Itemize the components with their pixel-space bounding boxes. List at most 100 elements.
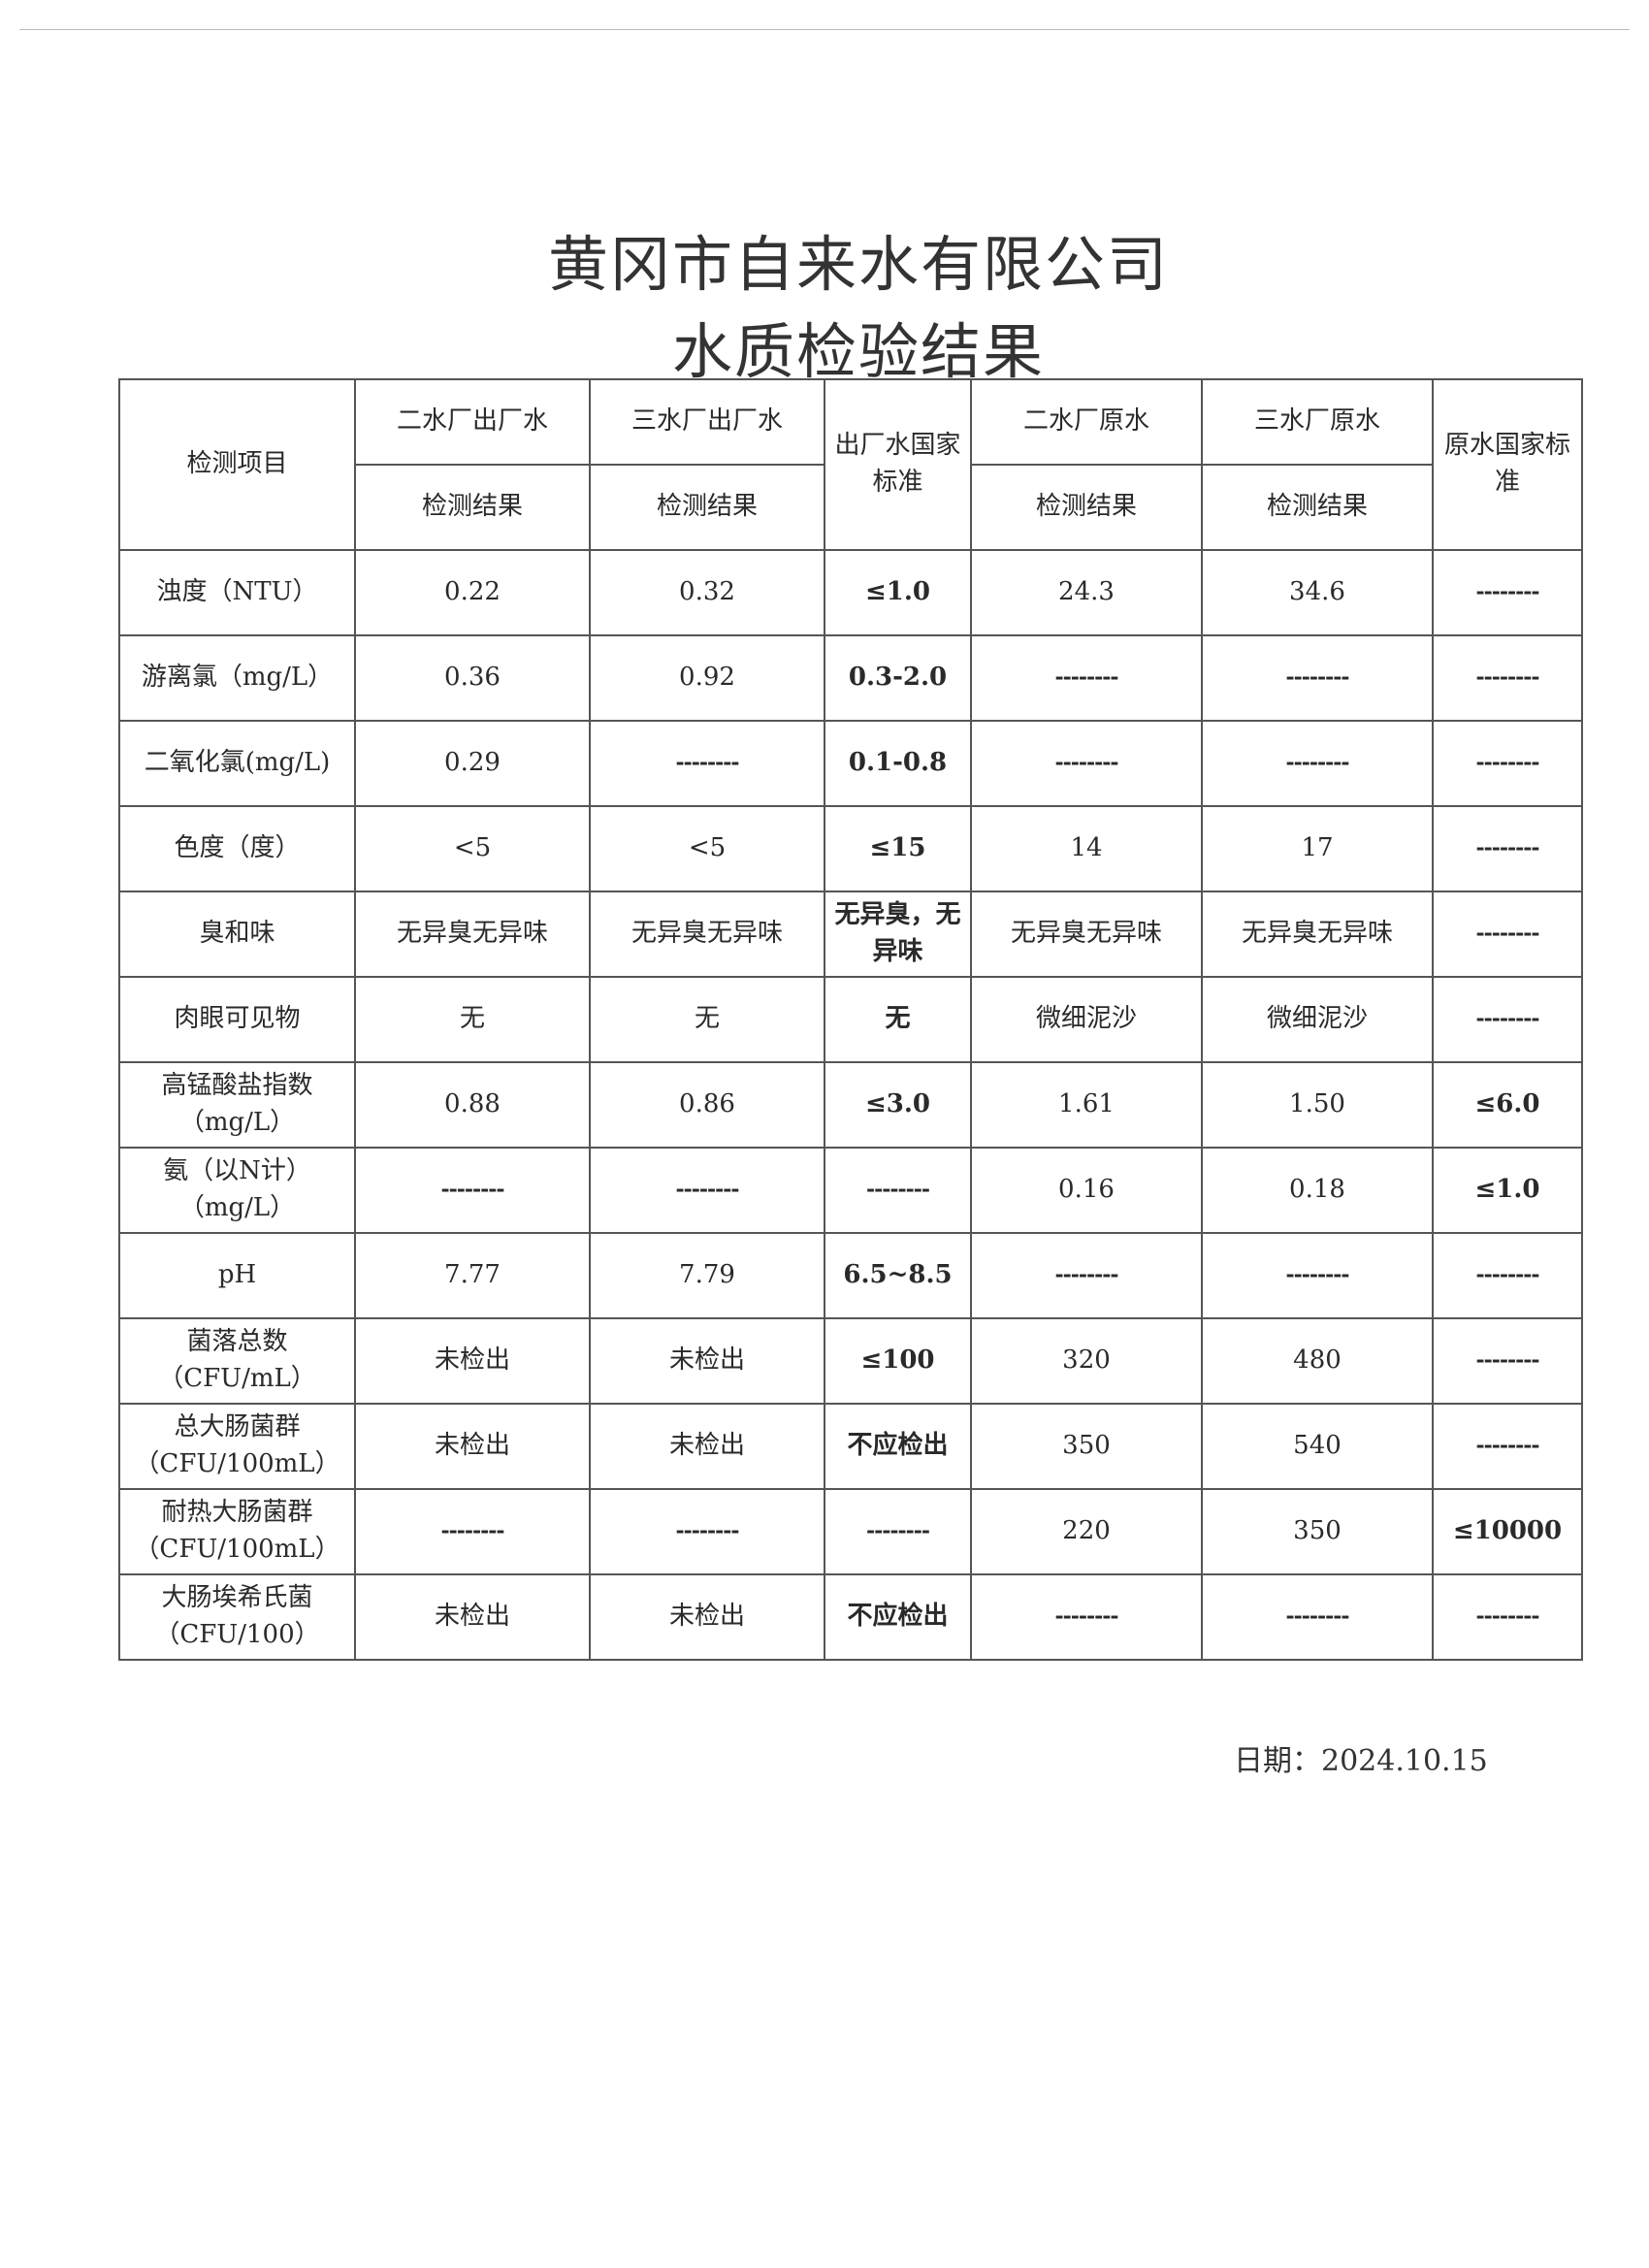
cell-c3: 微细泥沙 [970,976,1203,1063]
cell-c4: 0.18 [1201,1147,1434,1234]
cell-c1: 0.88 [354,1061,591,1149]
cell-s1: 6.5~8.5 [824,1232,972,1319]
cell-s1: ≤15 [824,805,972,892]
water-quality-table: 检测项目 二水厂出厂水 三水厂出厂水 出厂水国家标准 二水厂原水 三水厂原水 原… [118,378,1583,1661]
cell-c3: -------- [970,1573,1203,1661]
cell-c3: 14 [970,805,1203,892]
cell-c1: 无异臭无异味 [354,891,591,978]
cell-c4: -------- [1201,1232,1434,1319]
cell-c4: 34.6 [1201,549,1434,636]
row-label: 浊度（NTU） [118,549,356,636]
header-item: 检测项目 [118,378,356,551]
cell-c4: 540 [1201,1403,1434,1490]
cell-c3: 无异臭无异味 [970,891,1203,978]
row-label: 氨（以N计）（mg/L） [118,1147,356,1234]
cell-s2: -------- [1432,1232,1583,1319]
cell-s1: 无 [824,976,972,1063]
row-label: pH [118,1232,356,1319]
cell-c2: 无异臭无异味 [589,891,825,978]
row-label: 游离氯（mg/L） [118,634,356,722]
report-title: 水质检验结果 [671,316,1045,387]
row-label: 高锰酸盐指数（mg/L） [118,1061,356,1149]
cell-c3: 24.3 [970,549,1203,636]
cell-c4: -------- [1201,720,1434,807]
row-label: 色度（度） [118,805,356,892]
cell-c3: 0.16 [970,1147,1203,1234]
cell-c3: -------- [970,720,1203,807]
header-plant3-raw: 三水厂原水 [1201,378,1434,466]
cell-s1: 不应检出 [824,1573,972,1661]
cell-c1: 未检出 [354,1317,591,1405]
cell-s2: -------- [1432,720,1583,807]
cell-s2: ≤10000 [1432,1488,1583,1575]
cell-c1: -------- [354,1488,591,1575]
table-row: 氨（以N计）（mg/L） -------- -------- -------- 0.16… [118,1147,1583,1234]
row-label: 耐热大肠菌群（CFU/100mL） [118,1488,356,1575]
cell-c2: <5 [589,805,825,892]
cell-s2: -------- [1432,549,1583,636]
cell-c1: 0.36 [354,634,591,722]
cell-c2: 无 [589,976,825,1063]
cell-s1: 无异臭，无异味 [824,891,972,978]
cell-c4: 480 [1201,1317,1434,1405]
table-row: 肉眼可见物无无无微细泥沙 微细泥沙 -------- [118,976,1583,1063]
header-plant2-out: 二水厂出厂水 [354,378,591,466]
cell-s1: ≤1.0 [824,549,972,636]
cell-c2: 未检出 [589,1573,825,1661]
header-plant3-out: 三水厂出厂水 [589,378,825,466]
cell-s2: ≤6.0 [1432,1061,1583,1149]
cell-c2: 未检出 [589,1317,825,1405]
cell-c4: 17 [1201,805,1434,892]
header-sub-result: 检测结果 [970,464,1203,551]
table-row: 耐热大肠菌群（CFU/100mL） -------- -------- -------… [118,1488,1583,1575]
table-row: 色度（度） <5 <5 ≤15 14 17 -------- [118,805,1583,892]
table-row: 高锰酸盐指数（mg/L） 0.88 0.86 ≤3.0 1.61 1.50 ≤6.0 [118,1061,1583,1149]
row-label: 肉眼可见物 [118,976,356,1063]
header-plant2-raw: 二水厂原水 [970,378,1203,466]
cell-c2: -------- [589,1488,825,1575]
row-label: 菌落总数（CFU/mL） [118,1317,356,1405]
cell-c1: 7.77 [354,1232,591,1319]
cell-s2: -------- [1432,1317,1583,1405]
cell-s2: -------- [1432,891,1583,978]
cell-s1: ≤3.0 [824,1061,972,1149]
cell-c1: 未检出 [354,1573,591,1661]
row-label: 二氧化氯(mg/L) [118,720,356,807]
header-sub-result: 检测结果 [589,464,825,551]
cell-c4: -------- [1201,1573,1434,1661]
cell-s1: -------- [824,1147,972,1234]
cell-c3: 1.61 [970,1061,1203,1149]
header-standard-raw: 原水国家标准 [1432,378,1583,551]
cell-c3: 220 [970,1488,1203,1575]
header-sub-result: 检测结果 [354,464,591,551]
cell-c4: 350 [1201,1488,1434,1575]
cell-c3: 350 [970,1403,1203,1490]
row-label: 大肠埃希氏菌（CFU/100） [118,1573,356,1661]
cell-c3: -------- [970,1232,1203,1319]
report-date: 日期：2024.10.15 [1234,1744,1488,1778]
cell-c2: 7.79 [589,1232,825,1319]
cell-s2: -------- [1432,1403,1583,1490]
cell-s1: 0.3-2.0 [824,634,972,722]
cell-c1: 无 [354,976,591,1063]
cell-s2: -------- [1432,634,1583,722]
cell-s1: 0.1-0.8 [824,720,972,807]
cell-c2: 0.86 [589,1061,825,1149]
cell-c2: 0.32 [589,549,825,636]
table-row: 总大肠菌群（CFU/100mL） 未检出 未检出 不应检出 350 540 -------- [118,1403,1583,1490]
cell-c1: 0.22 [354,549,591,636]
cell-s2: -------- [1432,805,1583,892]
cell-s2: -------- [1432,1573,1583,1661]
cell-c3: -------- [970,634,1203,722]
cell-c2: 0.92 [589,634,825,722]
row-label: 臭和味 [118,891,356,978]
cell-c1: 未检出 [354,1403,591,1490]
table-row: 浊度（NTU） 0.22 0.32 ≤1.0 24.3 34.6 -------- [118,549,1583,636]
cell-c4: 微细泥沙 [1201,976,1434,1063]
cell-c4: 无异臭无异味 [1201,891,1434,978]
row-label: 总大肠菌群（CFU/100mL） [118,1403,356,1490]
cell-c2: -------- [589,1147,825,1234]
cell-c4: 1.50 [1201,1061,1434,1149]
table-row: 游离氯（mg/L） 0.36 0.92 0.3-2.0 -------- --------… [118,634,1583,722]
table-row: 臭和味 无异臭无异味 无异臭无异味 无异臭，无异味 无异臭无异味 无异臭无异味 ------… [118,891,1583,978]
